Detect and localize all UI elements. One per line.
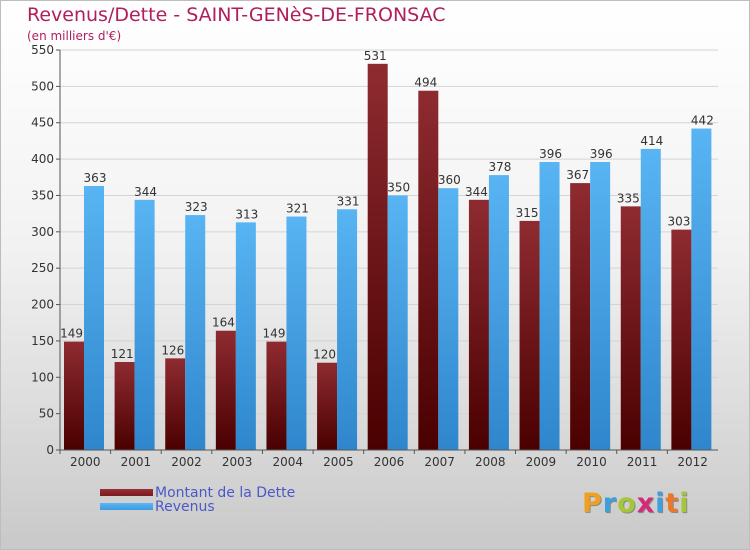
legend-label-debt: Montant de la Dette — [155, 485, 296, 501]
x-tick-label: 2004 — [272, 455, 303, 469]
data-label-dette: 149 — [263, 327, 286, 341]
bar-dette — [519, 220, 540, 450]
x-tick-label: 2002 — [171, 455, 202, 469]
data-label-revenus: 321 — [286, 202, 309, 216]
data-label-revenus: 396 — [590, 147, 613, 161]
logo-letter: x — [636, 488, 656, 519]
bar-revenus — [590, 162, 611, 450]
bar-dette — [367, 63, 388, 451]
x-tick-label: 2005 — [323, 455, 354, 469]
x-tick-label: 2007 — [424, 455, 455, 469]
legend-label-revenus: Revenus — [155, 499, 215, 515]
data-label-dette: 164 — [212, 316, 235, 330]
y-tick-label: 200 — [31, 298, 54, 312]
bar-dette — [570, 183, 591, 450]
data-label-dette: 126 — [161, 343, 184, 357]
data-label-revenus: 323 — [185, 200, 208, 214]
data-label-dette: 531 — [364, 49, 387, 63]
data-label-dette: 367 — [566, 168, 589, 182]
bars — [64, 63, 712, 451]
data-label-dette: 315 — [516, 206, 539, 220]
y-tick-label: 350 — [31, 188, 54, 202]
data-label-revenus: 378 — [488, 160, 511, 174]
data-label-revenus: 360 — [438, 173, 461, 187]
data-label-revenus: 350 — [387, 180, 410, 194]
bar-revenus — [539, 162, 560, 450]
data-label-revenus: 414 — [640, 134, 663, 148]
x-tick-label: 2011 — [627, 455, 658, 469]
legend-swatch-revenus — [100, 503, 153, 510]
bar-revenus — [286, 216, 307, 450]
bar-revenus — [235, 222, 256, 450]
logo-letter: r — [602, 488, 618, 519]
y-tick-label: 150 — [31, 334, 54, 348]
data-label-revenus: 313 — [235, 207, 258, 221]
proxiti-logo: Proxiti — [582, 488, 690, 519]
y-tick-label: 400 — [31, 152, 54, 166]
y-tick-label: 450 — [31, 116, 54, 130]
bar-revenus — [337, 209, 358, 450]
bar-dette — [671, 229, 692, 450]
data-label-dette: 121 — [111, 347, 134, 361]
logo-letter: o — [617, 488, 637, 519]
bar-revenus — [488, 175, 509, 450]
bar-revenus — [185, 215, 206, 450]
x-tick-label: 2001 — [121, 455, 152, 469]
data-label-revenus: 344 — [134, 185, 157, 199]
data-label-dette: 335 — [617, 191, 640, 205]
legend-swatch-debt — [100, 489, 153, 496]
x-tick-label: 2012 — [677, 455, 708, 469]
y-tick-label: 100 — [31, 370, 54, 384]
y-tick-label: 550 — [31, 43, 54, 57]
logo-letter: P — [582, 488, 603, 519]
data-labels: 149 363 121 344 126 323 164 313 149 321 120 331 531 3… — [60, 49, 714, 362]
data-label-dette: 149 — [60, 327, 83, 341]
bar-dette — [468, 199, 489, 450]
bar-dette — [418, 90, 439, 451]
data-label-revenus: 331 — [337, 194, 360, 208]
bar-revenus — [640, 148, 661, 450]
x-tick-label: 2008 — [475, 455, 506, 469]
bar-dette — [114, 362, 135, 450]
y-axis-ticks: 0 50 100 150 200 250 300 350 400 450 500 550 — [31, 43, 60, 457]
bar-dette — [215, 330, 236, 450]
bar-dette — [317, 362, 338, 450]
bar-dette — [620, 206, 641, 450]
x-tick-label: 2010 — [576, 455, 607, 469]
data-label-dette: 494 — [414, 76, 437, 90]
data-label-dette: 344 — [465, 185, 488, 199]
bar-revenus — [84, 186, 104, 450]
chart-title: Revenus/Dette - SAINT-GENèS-DE-FRONSAC — [27, 4, 446, 26]
y-tick-label: 50 — [39, 407, 54, 421]
bar-revenus — [387, 195, 408, 450]
y-tick-label: 250 — [31, 261, 54, 275]
bar-revenus — [691, 128, 712, 450]
logo-letter: i — [679, 488, 690, 519]
data-label-dette: 303 — [667, 215, 690, 229]
data-label-revenus: 442 — [691, 114, 714, 128]
y-tick-label: 0 — [46, 443, 54, 457]
chart-subtitle: (en milliers d'€) — [27, 29, 122, 43]
x-tick-label: 2003 — [222, 455, 253, 469]
x-axis-ticks: 2000 2001 2002 2003 2004 2005 2006 2007 2008 2009… — [59, 450, 708, 469]
logo-letter: t — [665, 488, 680, 519]
data-label-dette: 120 — [313, 348, 336, 362]
x-tick-label: 2009 — [526, 455, 557, 469]
bar-revenus — [134, 199, 155, 450]
x-tick-label: 2006 — [374, 455, 405, 469]
bar-dette — [266, 341, 287, 450]
data-label-revenus: 396 — [539, 147, 562, 161]
bar-dette — [165, 358, 186, 450]
logo-letter: i — [655, 488, 666, 519]
y-tick-label: 500 — [31, 79, 54, 93]
bar-revenus — [438, 188, 459, 450]
x-tick-label: 2000 — [70, 455, 101, 469]
bar-dette — [64, 341, 84, 450]
data-label-revenus: 363 — [84, 171, 107, 185]
y-tick-label: 300 — [31, 225, 54, 239]
